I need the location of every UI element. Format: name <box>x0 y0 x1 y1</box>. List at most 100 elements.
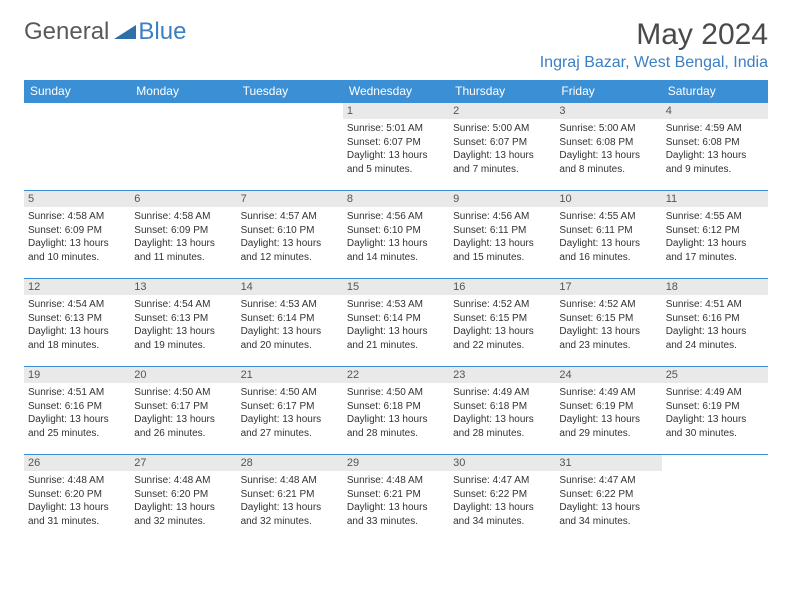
sunrise-text: Sunrise: 4:55 AM <box>666 210 764 224</box>
calendar-day-cell: 12 Sunrise: 4:54 AMSunset: 6:13 PMDayligh… <box>24 279 130 367</box>
calendar-day-cell <box>237 103 343 191</box>
day-details: Sunrise: 4:53 AMSunset: 6:14 PMDaylight:… <box>347 298 445 352</box>
day-number: 20 <box>130 367 236 383</box>
day-details: Sunrise: 4:56 AMSunset: 6:11 PMDaylight:… <box>453 210 551 264</box>
day-details: Sunrise: 4:50 AMSunset: 6:17 PMDaylight:… <box>241 386 339 440</box>
calendar-day-cell: 15 Sunrise: 4:53 AMSunset: 6:14 PMDayligh… <box>343 279 449 367</box>
daylight-text: Daylight: 13 hours and 16 minutes. <box>559 237 657 264</box>
sunset-text: Sunset: 6:12 PM <box>666 224 764 238</box>
daylight-text: Daylight: 13 hours and 20 minutes. <box>241 325 339 352</box>
calendar-day-cell: 16Sunrise: 4:52 AMSunset: 6:15 PMDayligh… <box>449 279 555 367</box>
calendar-day-cell: 31Sunrise: 4:47 AMSunset: 6:22 PMDayligh… <box>555 455 661 543</box>
day-number: 25 <box>662 367 768 383</box>
day-number: 19 <box>24 367 130 383</box>
sunset-text: Sunset: 6:22 PM <box>559 488 657 502</box>
sunrise-text: Sunrise: 4:59 AM <box>666 122 764 136</box>
day-number: 22 <box>343 367 449 383</box>
sunrise-text: Sunrise: 4:53 AM <box>347 298 445 312</box>
sunset-text: Sunset: 6:19 PM <box>559 400 657 414</box>
calendar-day-cell <box>662 455 768 543</box>
daylight-text: Daylight: 13 hours and 9 minutes. <box>666 149 764 176</box>
calendar-day-cell: 30Sunrise: 4:47 AMSunset: 6:22 PMDayligh… <box>449 455 555 543</box>
day-number: 28 <box>237 455 343 471</box>
calendar-day-cell: 18 Sunrise: 4:51 AMSunset: 6:16 PMDayligh… <box>662 279 768 367</box>
sunrise-text: Sunrise: 4:58 AM <box>134 210 232 224</box>
sunrise-text: Sunrise: 5:01 AM <box>347 122 445 136</box>
day-number: 7 <box>237 191 343 207</box>
location-subtitle: Ingraj Bazar, West Bengal, India <box>540 54 768 72</box>
daylight-text: Daylight: 13 hours and 30 minutes. <box>666 413 764 440</box>
weekday-header: Sunday <box>24 80 130 103</box>
day-details: Sunrise: 4:54 AMSunset: 6:13 PMDaylight:… <box>134 298 232 352</box>
daylight-text: Daylight: 13 hours and 32 minutes. <box>241 501 339 528</box>
sunrise-text: Sunrise: 4:50 AM <box>347 386 445 400</box>
sunset-text: Sunset: 6:10 PM <box>241 224 339 238</box>
daylight-text: Daylight: 13 hours and 34 minutes. <box>453 501 551 528</box>
daylight-text: Daylight: 13 hours and 12 minutes. <box>241 237 339 264</box>
weekday-header: Friday <box>555 80 661 103</box>
day-details: Sunrise: 4:53 AMSunset: 6:14 PMDaylight:… <box>241 298 339 352</box>
weekday-header-row: Sunday Monday Tuesday Wednesday Thursday… <box>24 80 768 103</box>
logo: General Blue <box>24 18 186 46</box>
day-details: Sunrise: 4:49 AMSunset: 6:19 PMDaylight:… <box>559 386 657 440</box>
sunrise-text: Sunrise: 4:54 AM <box>28 298 126 312</box>
daylight-text: Daylight: 13 hours and 11 minutes. <box>134 237 232 264</box>
sunrise-text: Sunrise: 4:52 AM <box>453 298 551 312</box>
calendar-day-cell: 22 Sunrise: 4:50 AMSunset: 6:18 PMDayligh… <box>343 367 449 455</box>
day-number: 18 <box>662 279 768 295</box>
calendar-day-cell: 21 Sunrise: 4:50 AMSunset: 6:17 PMDayligh… <box>237 367 343 455</box>
daylight-text: Daylight: 13 hours and 7 minutes. <box>453 149 551 176</box>
day-number: 5 <box>24 191 130 207</box>
sunrise-text: Sunrise: 4:49 AM <box>453 386 551 400</box>
calendar-week-row: 12Sunrise: 4:54 AMSunset: 6:13 PMDayligh… <box>24 279 768 367</box>
day-details: Sunrise: 4:51 AMSunset: 6:16 PMDaylight:… <box>28 386 126 440</box>
daylight-text: Daylight: 13 hours and 27 minutes. <box>241 413 339 440</box>
daylight-text: Daylight: 13 hours and 19 minutes. <box>134 325 232 352</box>
calendar-day-cell: 25Sunrise: 4:49 AMSunset: 6:19 PMDayligh… <box>662 367 768 455</box>
day-details: Sunrise: 4:54 AMSunset: 6:13 PMDaylight:… <box>28 298 126 352</box>
day-details: Sunrise: 4:56 AMSunset: 6:10 PMDaylight:… <box>347 210 445 264</box>
day-number: 21 <box>237 367 343 383</box>
sunrise-text: Sunrise: 4:53 AM <box>241 298 339 312</box>
calendar-day-cell: 6Sunrise: 4:58 AMSunset: 6:09 PMDaylight… <box>130 191 236 279</box>
calendar-week-row: 5Sunrise: 4:58 AMSunset: 6:09 PMDaylight… <box>24 191 768 279</box>
daylight-text: Daylight: 13 hours and 23 minutes. <box>559 325 657 352</box>
sunset-text: Sunset: 6:16 PM <box>666 312 764 326</box>
day-number: 15 <box>343 279 449 295</box>
sunrise-text: Sunrise: 4:48 AM <box>134 474 232 488</box>
day-details: Sunrise: 4:58 AMSunset: 6:09 PMDaylight:… <box>134 210 232 264</box>
day-number: 12 <box>24 279 130 295</box>
sunset-text: Sunset: 6:07 PM <box>453 136 551 150</box>
sunrise-text: Sunrise: 4:55 AM <box>559 210 657 224</box>
day-details: Sunrise: 4:59 AMSunset: 6:08 PMDaylight:… <box>666 122 764 176</box>
calendar-day-cell: 29Sunrise: 4:48 AMSunset: 6:21 PMDayligh… <box>343 455 449 543</box>
day-number: 23 <box>449 367 555 383</box>
daylight-text: Daylight: 13 hours and 15 minutes. <box>453 237 551 264</box>
sunset-text: Sunset: 6:13 PM <box>134 312 232 326</box>
calendar-day-cell: 14Sunrise: 4:53 AMSunset: 6:14 PMDayligh… <box>237 279 343 367</box>
weekday-header: Tuesday <box>237 80 343 103</box>
sunset-text: Sunset: 6:07 PM <box>347 136 445 150</box>
day-number: 8 <box>343 191 449 207</box>
calendar-day-cell: 23Sunrise: 4:49 AMSunset: 6:18 PMDayligh… <box>449 367 555 455</box>
day-details: Sunrise: 4:55 AMSunset: 6:11 PMDaylight:… <box>559 210 657 264</box>
calendar-day-cell: 11Sunrise: 4:55 AMSunset: 6:12 PMDayligh… <box>662 191 768 279</box>
daylight-text: Daylight: 13 hours and 34 minutes. <box>559 501 657 528</box>
weekday-header: Thursday <box>449 80 555 103</box>
sunset-text: Sunset: 6:09 PM <box>28 224 126 238</box>
day-number: 26 <box>24 455 130 471</box>
month-title: May 2024 <box>540 18 768 52</box>
weekday-header: Saturday <box>662 80 768 103</box>
sunset-text: Sunset: 6:11 PM <box>453 224 551 238</box>
sunset-text: Sunset: 6:18 PM <box>347 400 445 414</box>
daylight-text: Daylight: 13 hours and 10 minutes. <box>28 237 126 264</box>
logo-text-general: General <box>24 18 109 46</box>
calendar-day-cell <box>130 103 236 191</box>
sunset-text: Sunset: 6:11 PM <box>559 224 657 238</box>
sunset-text: Sunset: 6:13 PM <box>28 312 126 326</box>
day-number: 16 <box>449 279 555 295</box>
day-number: 3 <box>555 103 661 119</box>
daylight-text: Daylight: 13 hours and 5 minutes. <box>347 149 445 176</box>
day-details: Sunrise: 4:51 AMSunset: 6:16 PMDaylight:… <box>666 298 764 352</box>
daylight-text: Daylight: 13 hours and 28 minutes. <box>347 413 445 440</box>
